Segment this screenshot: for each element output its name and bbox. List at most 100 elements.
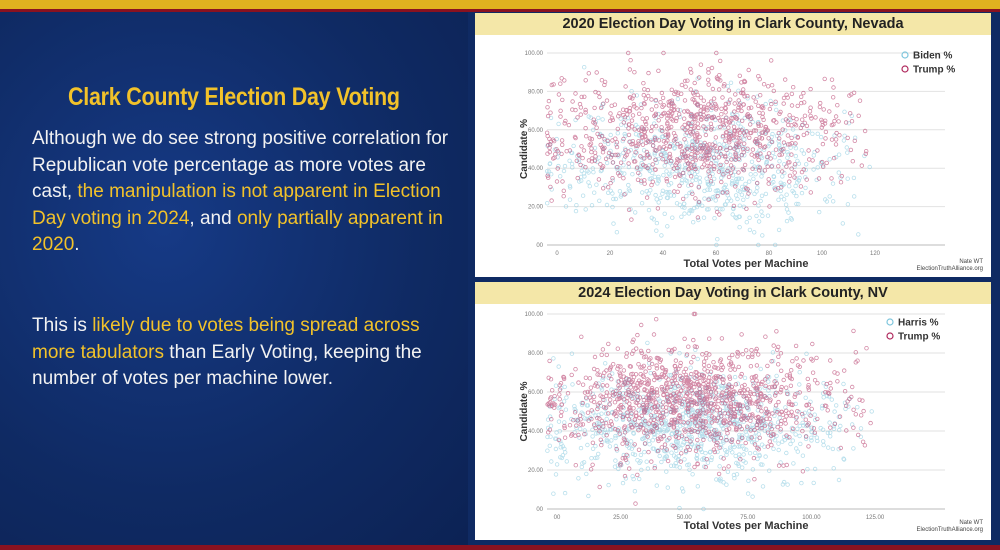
data-point bbox=[678, 388, 684, 393]
data-point bbox=[766, 136, 771, 141]
data-point bbox=[656, 438, 661, 444]
data-point bbox=[720, 163, 726, 168]
data-point bbox=[702, 140, 707, 146]
data-point bbox=[740, 465, 745, 470]
data-point bbox=[608, 180, 613, 186]
p1-text-2: , and bbox=[189, 207, 237, 229]
data-point bbox=[766, 379, 771, 384]
data-point bbox=[842, 388, 848, 394]
data-point bbox=[807, 109, 813, 114]
data-point bbox=[718, 145, 723, 151]
data-point bbox=[836, 477, 842, 483]
data-point bbox=[708, 99, 714, 104]
data-point bbox=[677, 107, 683, 113]
data-point bbox=[631, 431, 636, 436]
data-point bbox=[698, 95, 704, 100]
data-point bbox=[697, 420, 702, 426]
data-point bbox=[756, 219, 762, 224]
data-point bbox=[752, 128, 757, 133]
data-point bbox=[673, 118, 679, 124]
data-point bbox=[685, 406, 691, 412]
data-point bbox=[783, 128, 788, 133]
data-point bbox=[733, 182, 739, 187]
data-point bbox=[716, 77, 721, 82]
top-accent-stripe bbox=[0, 9, 1000, 12]
data-point bbox=[830, 181, 836, 186]
data-point bbox=[851, 446, 856, 451]
data-point bbox=[578, 105, 584, 110]
x-tick-label: 25.00 bbox=[613, 515, 629, 521]
data-point bbox=[792, 394, 797, 399]
data-point bbox=[713, 390, 719, 395]
data-point bbox=[798, 441, 803, 447]
data-point bbox=[793, 343, 799, 349]
data-point bbox=[735, 439, 741, 445]
data-point bbox=[685, 420, 690, 425]
data-point bbox=[727, 374, 732, 379]
data-point bbox=[807, 157, 812, 162]
data-point bbox=[723, 145, 728, 150]
data-point bbox=[742, 137, 747, 142]
data-point bbox=[628, 408, 633, 413]
data-point bbox=[736, 98, 741, 103]
data-point bbox=[690, 130, 696, 135]
data-point bbox=[787, 173, 793, 178]
data-point bbox=[765, 430, 771, 435]
data-point bbox=[716, 155, 721, 160]
data-point bbox=[759, 174, 764, 179]
data-point bbox=[562, 425, 567, 431]
data-point bbox=[737, 203, 742, 208]
data-point bbox=[570, 107, 575, 112]
data-point bbox=[689, 441, 694, 447]
data-point bbox=[712, 215, 717, 221]
data-point bbox=[641, 100, 647, 106]
data-point bbox=[799, 148, 804, 153]
data-point bbox=[828, 434, 833, 439]
data-point bbox=[610, 138, 615, 143]
data-point bbox=[757, 435, 762, 440]
data-point bbox=[675, 426, 680, 431]
data-point bbox=[680, 170, 686, 176]
data-point bbox=[732, 109, 737, 114]
data-point bbox=[837, 427, 842, 433]
data-point bbox=[760, 213, 765, 219]
data-point bbox=[659, 415, 664, 421]
data-point bbox=[767, 385, 772, 390]
data-point bbox=[737, 73, 742, 78]
data-point bbox=[639, 405, 645, 410]
data-point bbox=[722, 184, 727, 190]
data-point bbox=[732, 367, 738, 372]
data-point bbox=[799, 169, 805, 175]
data-point bbox=[732, 411, 737, 417]
data-point bbox=[606, 482, 611, 488]
data-point bbox=[573, 462, 578, 468]
data-point bbox=[859, 163, 864, 168]
data-point bbox=[626, 392, 631, 398]
data-point bbox=[822, 76, 827, 82]
data-point bbox=[583, 164, 588, 170]
data-point bbox=[752, 139, 758, 144]
data-point bbox=[783, 77, 788, 82]
data-point bbox=[728, 163, 734, 168]
data-point bbox=[778, 429, 783, 434]
data-point bbox=[802, 113, 808, 118]
data-point bbox=[726, 426, 732, 431]
data-point bbox=[610, 175, 615, 181]
data-point bbox=[776, 441, 781, 446]
data-point bbox=[710, 86, 716, 92]
data-point bbox=[668, 193, 674, 198]
data-point bbox=[731, 414, 736, 419]
data-point bbox=[732, 146, 737, 151]
data-point bbox=[734, 460, 739, 466]
data-point bbox=[815, 148, 820, 153]
data-point bbox=[610, 117, 615, 123]
data-point bbox=[640, 162, 646, 168]
data-point bbox=[635, 332, 640, 338]
data-point bbox=[745, 96, 750, 101]
data-point bbox=[610, 425, 616, 431]
data-point bbox=[671, 193, 677, 198]
data-point bbox=[599, 77, 605, 83]
data-point bbox=[665, 122, 670, 127]
data-point bbox=[769, 58, 774, 63]
data-point bbox=[718, 478, 723, 484]
